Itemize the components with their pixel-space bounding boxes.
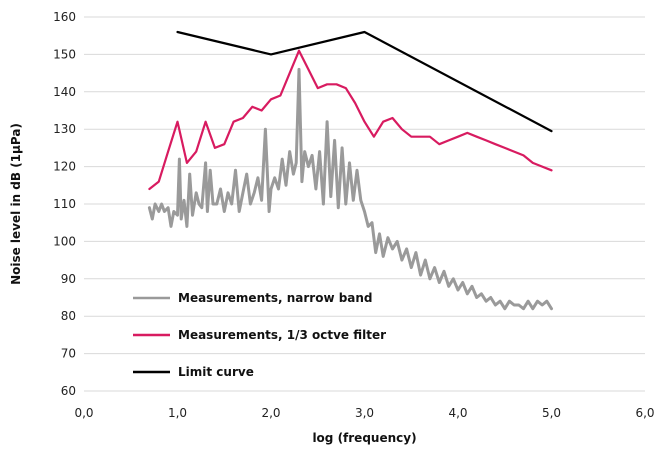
y-tick-label: 120 <box>53 160 76 174</box>
y-tick-label: 80 <box>61 309 76 323</box>
y-tick-label: 60 <box>61 384 76 398</box>
y-tick-label: 100 <box>53 234 76 248</box>
series-line <box>176 30 553 133</box>
series-lines <box>147 30 553 311</box>
legend-label: Measurements, 1/3 octve filter <box>178 328 386 342</box>
series-line <box>148 49 553 191</box>
series-line <box>147 67 553 311</box>
x-axis-label: log (frequency) <box>312 431 416 445</box>
legend-label: Measurements, narrow band <box>178 291 373 305</box>
y-tick-labels: 60 70 80 90 100 110 120 130 140 150 160 <box>53 10 76 398</box>
y-tick-label: 160 <box>53 10 76 24</box>
y-tick-label: 130 <box>53 122 76 136</box>
x-tick-label: 1,0 <box>168 406 187 420</box>
y-tick-label: 140 <box>53 85 76 99</box>
y-tick-label: 110 <box>53 197 76 211</box>
legend: Measurements, narrow band Measurements, 1… <box>133 291 386 379</box>
x-tick-label: 3,0 <box>355 406 374 420</box>
y-tick-label: 70 <box>61 347 76 361</box>
y-tick-label: 90 <box>61 272 76 286</box>
x-tick-label: 4,0 <box>448 406 467 420</box>
y-axis-label: Noise level in dB (1µPa) <box>9 123 23 285</box>
x-tick-label: 0,0 <box>74 406 93 420</box>
legend-label: Limit curve <box>178 365 254 379</box>
y-tick-label: 150 <box>53 47 76 61</box>
x-tick-labels: 0,0 1,0 2,0 3,0 4,0 5,0 6,0 <box>74 406 654 420</box>
x-tick-label: 5,0 <box>542 406 561 420</box>
x-tick-label: 6,0 <box>635 406 654 420</box>
x-tick-label: 2,0 <box>261 406 280 420</box>
